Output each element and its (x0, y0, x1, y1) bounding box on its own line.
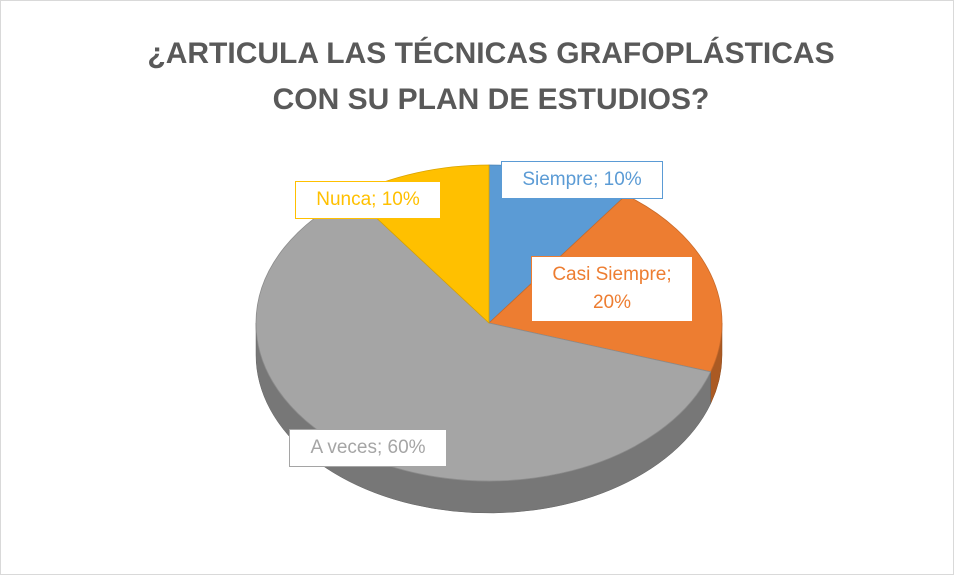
data-label: Nunca; 10% (295, 181, 441, 219)
data-label: Siempre; 10% (501, 161, 663, 199)
data-label: A veces; 60% (289, 429, 447, 467)
chart-title: ¿ARTICULA LAS TÉCNICAS GRAFOPLÁSTICAS CO… (147, 37, 835, 116)
data-label: Casi Siempre; 20% (531, 256, 693, 322)
